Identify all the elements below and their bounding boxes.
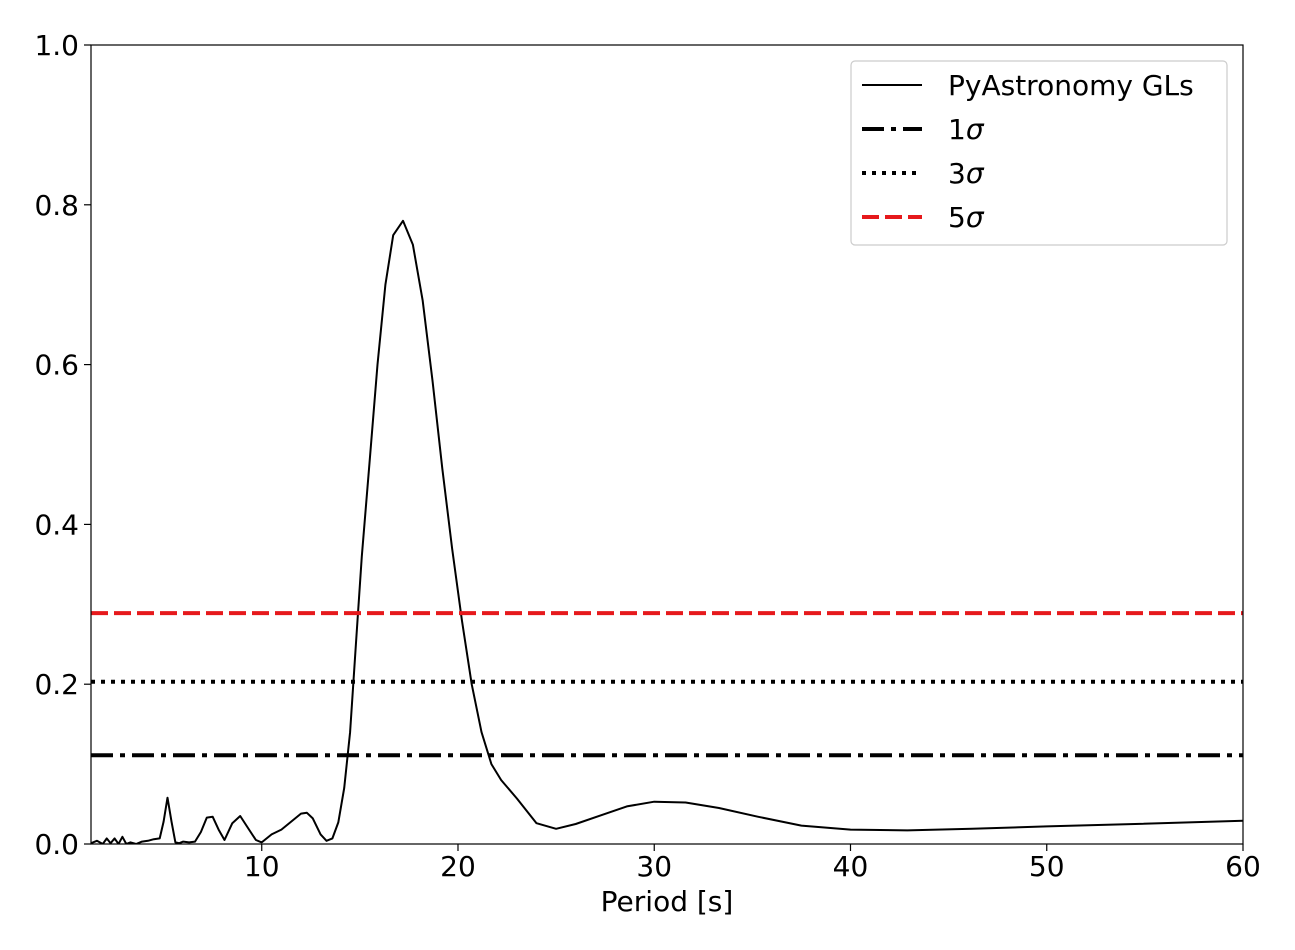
x-tick-label: 20 <box>440 850 476 883</box>
legend-label: 5σ <box>948 201 985 234</box>
legend-label: 1σ <box>948 113 985 146</box>
plot-frame <box>90 44 1244 845</box>
x-tick-label: 10 <box>244 850 280 883</box>
y-tick-label: 0.0 <box>34 828 79 861</box>
legend-box <box>850 60 1228 246</box>
axes: 10 20 30 40 50 60 0.0 0.2 0.4 0.6 0.8 1.0 <box>34 29 1260 883</box>
legend: PyAstronomy GLs 1σ 3σ 5σ <box>850 60 1228 246</box>
y-tick-label: 0.8 <box>34 189 79 222</box>
y-tick-label: 0.6 <box>34 349 79 382</box>
legend-label: PyAstronomy GLs <box>948 69 1194 102</box>
x-axis-title: Period [s] <box>601 885 734 918</box>
legend-label: 3σ <box>948 157 985 190</box>
x-tick-label: 30 <box>636 850 672 883</box>
x-tick-label: 60 <box>1225 850 1261 883</box>
x-tick-label: 40 <box>833 850 869 883</box>
y-tick-label: 0.2 <box>34 668 79 701</box>
y-tick-label: 1.0 <box>34 29 79 62</box>
series-line-periodogram <box>91 219 1243 844</box>
x-tick-label: 50 <box>1029 850 1065 883</box>
y-tick-label: 0.4 <box>34 508 79 541</box>
plot-area <box>91 219 1243 844</box>
